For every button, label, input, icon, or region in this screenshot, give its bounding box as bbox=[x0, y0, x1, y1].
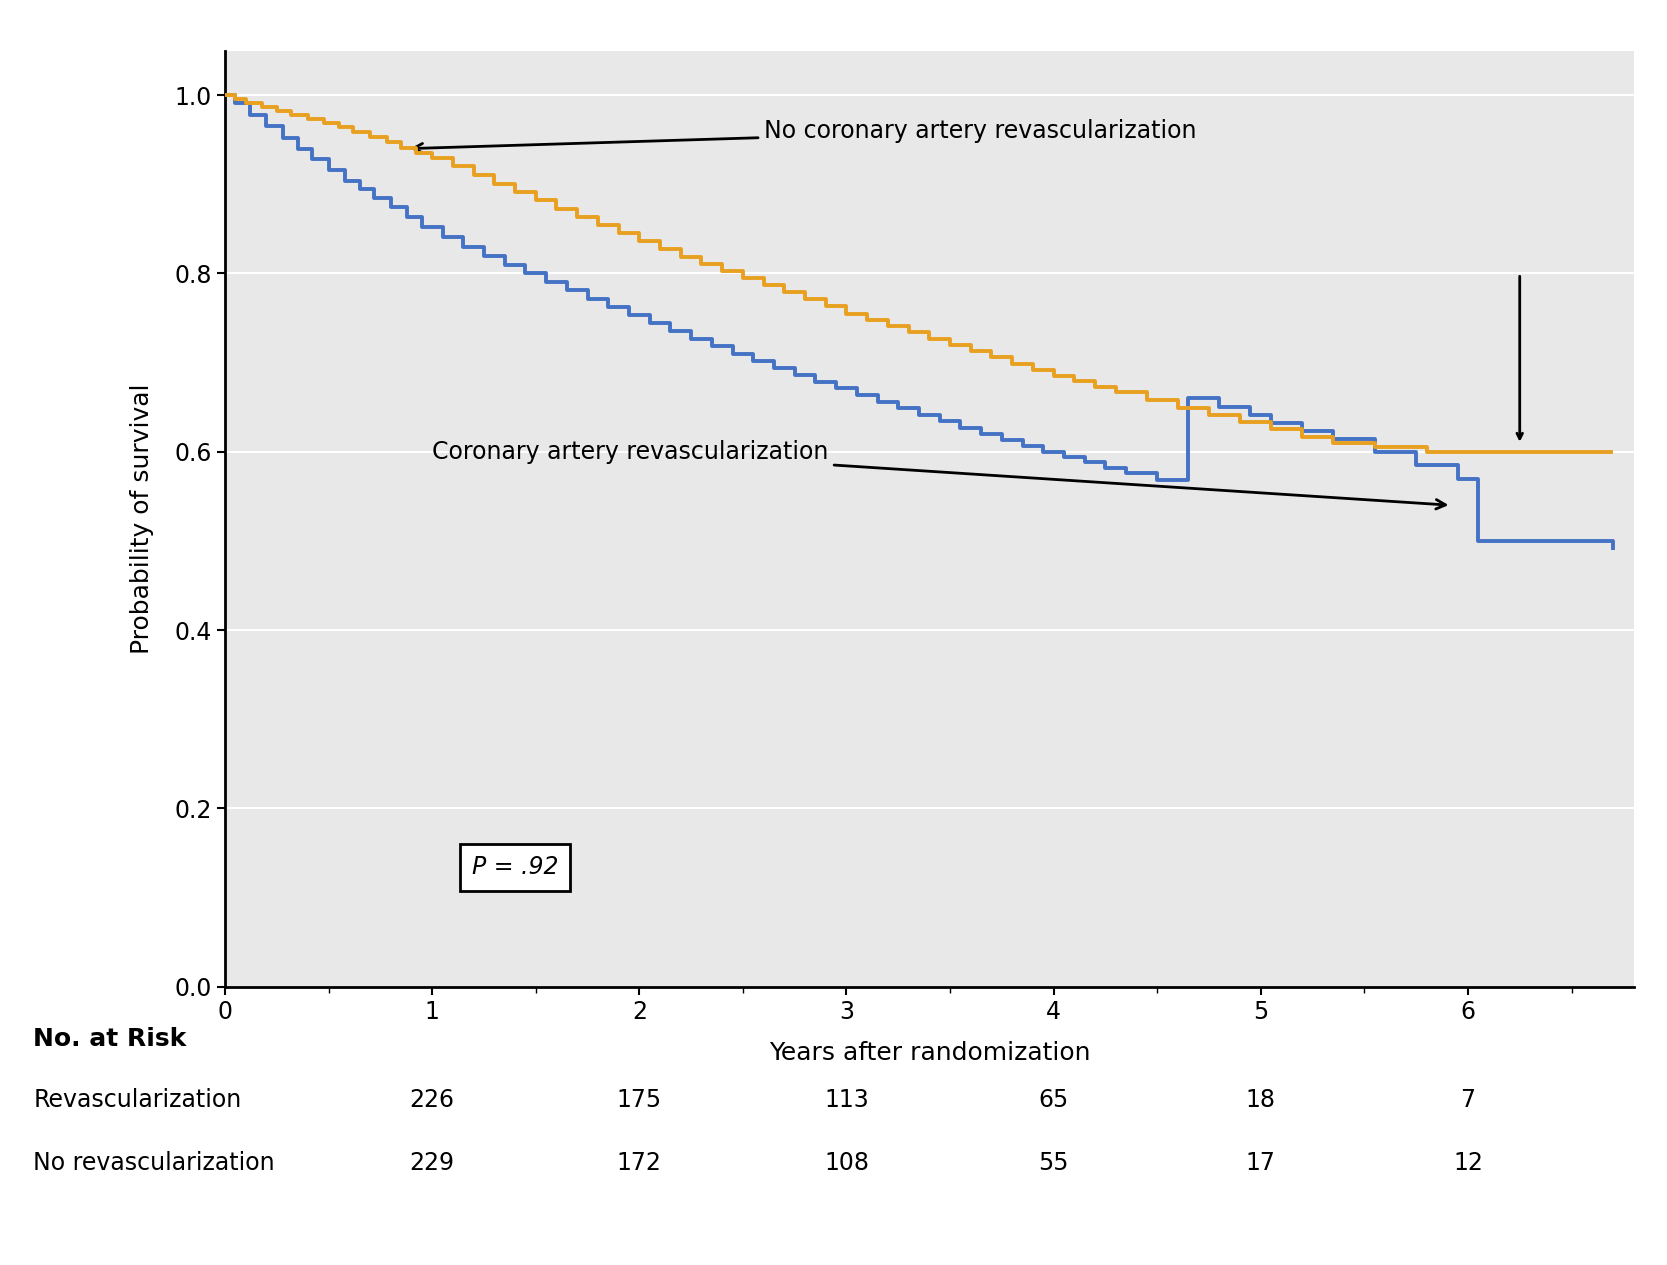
Text: 65: 65 bbox=[1039, 1088, 1069, 1112]
Text: P = .92: P = .92 bbox=[472, 855, 558, 879]
Text: 55: 55 bbox=[1039, 1151, 1069, 1175]
Text: 17: 17 bbox=[1245, 1151, 1275, 1175]
Text: Revascularization: Revascularization bbox=[33, 1088, 242, 1112]
Text: 12: 12 bbox=[1454, 1151, 1484, 1175]
Text: 229: 229 bbox=[410, 1151, 455, 1175]
Text: 108: 108 bbox=[823, 1151, 869, 1175]
Y-axis label: Probability of survival: Probability of survival bbox=[130, 383, 153, 654]
Text: No revascularization: No revascularization bbox=[33, 1151, 275, 1175]
Text: 113: 113 bbox=[823, 1088, 869, 1112]
Text: Coronary artery revascularization: Coronary artery revascularization bbox=[432, 440, 1445, 509]
Text: 175: 175 bbox=[617, 1088, 662, 1112]
Text: No coronary artery revascularization: No coronary artery revascularization bbox=[413, 119, 1197, 153]
Text: 18: 18 bbox=[1245, 1088, 1275, 1112]
X-axis label: Years after randomization: Years after randomization bbox=[768, 1041, 1090, 1065]
Text: 7: 7 bbox=[1460, 1088, 1475, 1112]
Text: 226: 226 bbox=[410, 1088, 455, 1112]
Text: 172: 172 bbox=[617, 1151, 662, 1175]
Text: No. at Risk: No. at Risk bbox=[33, 1027, 187, 1051]
